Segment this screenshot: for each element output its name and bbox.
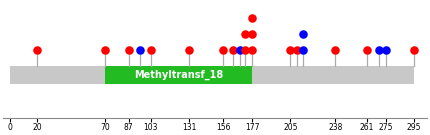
- Point: [186, 49, 193, 51]
- Point: [410, 49, 417, 51]
- Point: [383, 49, 390, 51]
- Point: [136, 49, 143, 51]
- Point: [236, 49, 243, 51]
- Point: [102, 49, 109, 51]
- Point: [299, 33, 306, 35]
- Point: [147, 49, 154, 51]
- Bar: [105, 66, 252, 84]
- Point: [34, 49, 40, 51]
- Point: [376, 49, 383, 51]
- Text: Methyltransf_18: Methyltransf_18: [134, 70, 223, 80]
- Point: [299, 49, 306, 51]
- Point: [242, 33, 249, 35]
- Point: [249, 49, 255, 51]
- Point: [229, 49, 236, 51]
- Bar: [9, 66, 414, 84]
- Point: [287, 49, 294, 51]
- Point: [332, 49, 339, 51]
- Point: [249, 17, 255, 19]
- Point: [125, 49, 132, 51]
- Point: [249, 33, 255, 35]
- Point: [220, 49, 227, 51]
- Point: [294, 49, 301, 51]
- Point: [363, 49, 370, 51]
- Point: [242, 49, 249, 51]
